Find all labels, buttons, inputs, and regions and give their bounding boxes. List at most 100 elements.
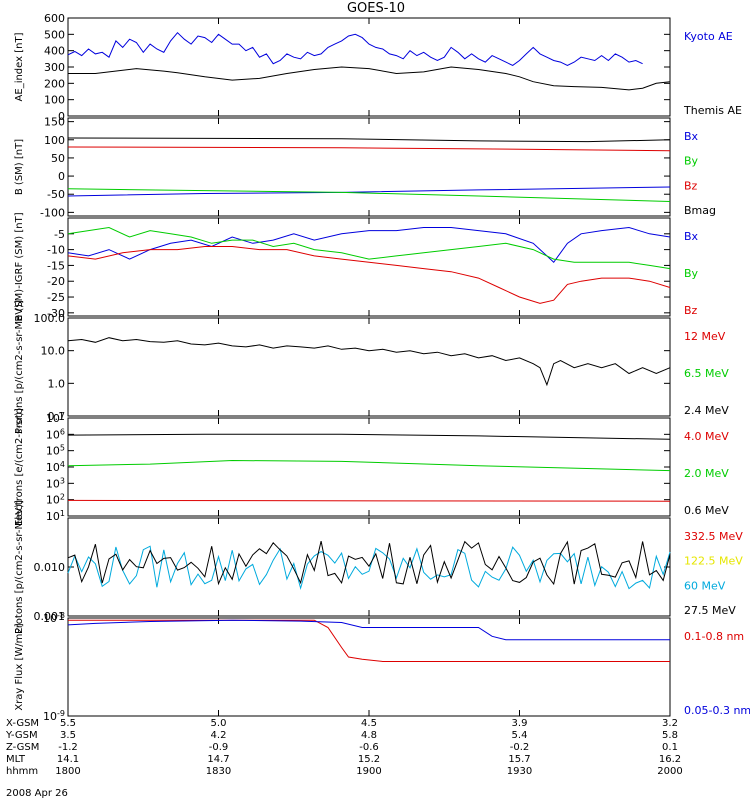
legend-entry: 0.6 MeV <box>684 504 729 517</box>
series-line <box>67 246 671 304</box>
y-tick-label: -30 <box>47 307 65 320</box>
y-tick-label: -15 <box>47 259 65 272</box>
y-tick-label: 1.0 <box>48 377 66 390</box>
legend-entry: 2.4 MeV <box>684 404 729 417</box>
series-line <box>67 545 671 591</box>
series-line <box>67 540 671 586</box>
ephemeris-value: 4.8 <box>361 730 377 741</box>
y-axis-label: B (SM) [nT] <box>14 139 25 195</box>
ephemeris-row-label: hhmm <box>6 766 38 777</box>
legend-entry: Bx <box>684 130 699 143</box>
ephemeris-value: 5.5 <box>60 718 76 729</box>
ephemeris-value: -0.2 <box>510 742 530 753</box>
ephemeris-value: 5.0 <box>211 718 227 729</box>
y-tick-label: 100 <box>44 134 65 147</box>
series-line <box>67 499 671 502</box>
series-line <box>67 337 671 387</box>
y-tick-label: 100 <box>44 94 65 107</box>
y-tick-label: 101 <box>46 509 65 523</box>
series-line <box>67 619 670 641</box>
y-tick-label: 106 <box>46 427 65 441</box>
legend-entry: 2.0 MeV <box>684 467 729 480</box>
y-tick-label: -25 <box>47 291 65 304</box>
y-tick-label: 200 <box>44 77 65 90</box>
legend-entry: 0.1-0.8 nm <box>684 630 744 643</box>
y-tick-label: 104 <box>46 460 65 474</box>
legend-entry: 12 MeV <box>684 330 726 343</box>
legend-entry: 122.5 MeV <box>684 555 743 568</box>
legend-entry: 4.0 MeV <box>684 430 729 443</box>
ephemeris-value: 5.4 <box>512 730 528 741</box>
y-tick-label: -20 <box>47 275 65 288</box>
ephemeris-value: 14.7 <box>207 754 229 765</box>
y-tick-label: 0 <box>58 170 65 183</box>
legend-entry: Bx <box>684 230 699 243</box>
y-tick-label: 600 <box>44 12 65 25</box>
ephemeris-value: 1830 <box>206 766 231 777</box>
y-tick-label: -10 <box>47 244 65 257</box>
y-tick-label: 150 <box>44 116 65 129</box>
y-axis-label: AE_index [nT] <box>14 32 25 101</box>
series-line <box>68 619 670 662</box>
y-tick-label: 100.0 <box>34 312 66 325</box>
ephemeris-value: 15.2 <box>358 754 380 765</box>
ephemeris-row-label: X-GSM <box>6 718 39 729</box>
series-line <box>67 459 671 472</box>
ephemeris-value: -0.9 <box>209 742 229 753</box>
y-tick-label: 10.0 <box>41 345 66 358</box>
ephemeris-value: 14.1 <box>57 754 79 765</box>
series-line <box>68 66 671 91</box>
y-tick-label: -100 <box>40 206 65 219</box>
y-tick-label: 0.001 <box>34 610 66 623</box>
ephemeris-row-label: MLT <box>6 754 26 765</box>
ephemeris-value: 15.7 <box>508 754 530 765</box>
y-tick-label: -50 <box>47 188 65 201</box>
series-line <box>67 433 671 440</box>
ephemeris-row-label: Z-GSM <box>6 742 39 753</box>
ephemeris-value: -1.2 <box>58 742 78 753</box>
legend-entry: 6.5 MeV <box>684 367 729 380</box>
y-tick-label: 400 <box>44 45 65 58</box>
series-line <box>67 137 671 143</box>
legend-entry: Bz <box>684 179 698 192</box>
y-tick-label: 102 <box>46 493 65 507</box>
ephemeris-value: -0.6 <box>359 742 379 753</box>
date-label: 2008 Apr 26 <box>6 788 68 799</box>
y-tick-label: -5 <box>54 228 65 241</box>
ephemeris-value: 5.8 <box>662 730 678 741</box>
ephemeris-value: 0.1 <box>662 742 678 753</box>
y-axis-label: Protons [p/(cm2-s-sr-MeV)] <box>14 300 25 434</box>
legend-entry: 0.05-0.3 nm <box>684 704 750 717</box>
ephemeris-value: 1800 <box>55 766 80 777</box>
ephemeris-value: 2000 <box>657 766 682 777</box>
ephemeris-value: 1930 <box>507 766 532 777</box>
legend-entry: By <box>684 267 699 280</box>
panel-frame <box>67 217 671 317</box>
legend-entry: Themis AE <box>683 104 742 117</box>
series-line <box>67 226 671 264</box>
ephemeris-value: 3.2 <box>662 718 678 729</box>
y-tick-label: 105 <box>46 444 65 458</box>
y-tick-label: 50 <box>51 152 65 165</box>
legend-entry: 60 MeV <box>684 579 726 592</box>
ephemeris-value: 16.2 <box>659 754 681 765</box>
ephemeris-value: 4.2 <box>211 730 227 741</box>
panel-frame <box>67 317 671 417</box>
y-tick-label: 0.1 <box>48 410 66 423</box>
chart-title: GOES-10 <box>347 1 405 16</box>
legend-entry: 332.5 MeV <box>684 530 743 543</box>
series-line <box>67 188 671 202</box>
y-tick-label: 103 <box>46 476 65 490</box>
panel-frame <box>67 117 671 217</box>
y-axis-label: Protons [p/(cm2-s-sr-MeV)] <box>14 500 25 634</box>
series-line <box>67 226 671 270</box>
series-line <box>67 146 671 152</box>
y-tick-label: 0 <box>58 110 65 123</box>
series-line <box>67 186 671 197</box>
panel-frame <box>67 617 671 717</box>
legend-entry: Kyoto AE <box>684 30 733 43</box>
y-tick-label: 500 <box>44 28 65 41</box>
